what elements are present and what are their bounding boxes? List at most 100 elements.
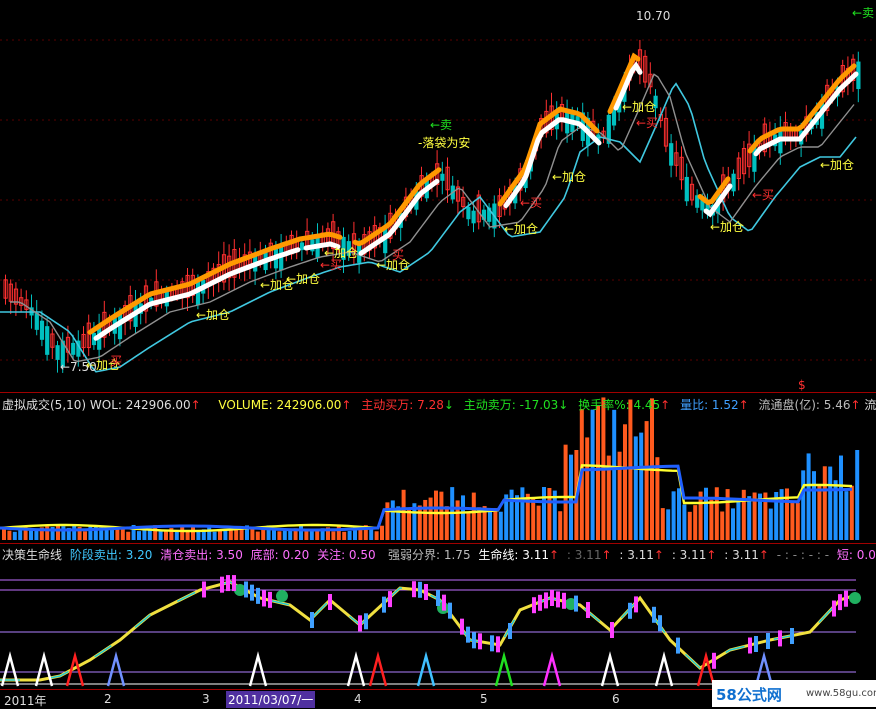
volume-bar <box>180 526 185 540</box>
volume-bar <box>552 490 557 540</box>
add-position-1: ←加仓 <box>86 358 121 372</box>
candle-body <box>13 288 19 305</box>
volume-bar <box>693 505 698 540</box>
volume-bar <box>34 530 39 540</box>
volume-bar <box>282 530 287 540</box>
indicator-bar <box>550 590 554 606</box>
volume-bar <box>828 466 833 540</box>
volume-bar <box>299 525 303 540</box>
volume-bar <box>666 509 671 540</box>
indicator-bar <box>460 618 464 635</box>
indicator-bar <box>496 636 500 653</box>
check-marker <box>234 584 246 596</box>
indicator-bar <box>418 581 422 598</box>
volume-bar <box>336 526 341 540</box>
volume-bar <box>471 492 476 540</box>
candle-body <box>679 156 684 181</box>
volume-bar <box>849 485 854 540</box>
volume-bar <box>731 508 735 540</box>
volume-bar <box>309 530 314 540</box>
volume-bar <box>131 524 136 540</box>
indicator-bar <box>490 635 494 652</box>
volume-bar <box>104 528 109 540</box>
volume-bar <box>99 527 104 540</box>
candle-body <box>663 117 669 147</box>
candlesticks <box>3 39 861 373</box>
white-trend-segment <box>243 247 301 271</box>
volume-ma-line <box>0 464 853 533</box>
volume-bar <box>277 531 282 540</box>
volume-bar <box>493 508 498 540</box>
buy-small-1: 买 <box>110 354 123 368</box>
white-trend-segment <box>703 183 733 218</box>
volume-bar <box>39 527 44 540</box>
volume-bar <box>709 499 714 540</box>
volume-bar <box>822 466 827 540</box>
volume-bar <box>725 489 730 540</box>
volume-bar <box>515 495 519 540</box>
add-position-5: ←加仓 <box>324 246 359 260</box>
clear-sell: 清仓卖出: 3.50 <box>160 548 243 562</box>
volume-bar <box>353 527 357 540</box>
candle-body <box>34 313 39 330</box>
volume-bar <box>779 489 784 540</box>
candle-body <box>606 114 611 144</box>
volume-bar <box>806 453 811 540</box>
volume-bar <box>320 528 325 540</box>
volume-bar <box>747 496 752 540</box>
indicator-bar <box>508 623 512 639</box>
watermark: 58公式网 www.58gu.com <box>712 680 876 707</box>
volume-bar <box>606 455 611 540</box>
add-position-11: ←加仓 <box>820 158 855 172</box>
volume-bar <box>315 528 320 540</box>
volume-bar <box>704 487 708 540</box>
white-trend-segment <box>548 117 602 146</box>
volume-bar <box>374 531 379 540</box>
volume-title: 虚拟成交(5,10) <box>2 398 87 412</box>
candle-body <box>50 333 55 348</box>
volume-bar <box>482 506 487 540</box>
axis-may: 5 <box>480 692 488 706</box>
volume-bar <box>147 528 152 540</box>
indicator-bar <box>382 596 386 613</box>
add-position-6: ←加仓 <box>376 258 411 272</box>
volume-bar <box>585 437 590 540</box>
volume-bar <box>455 500 460 540</box>
watermark-title: 58公式网 <box>716 686 782 704</box>
signal-spike <box>0 651 20 687</box>
buy-signal-2: 买 <box>392 248 405 262</box>
volume-bar <box>698 491 703 540</box>
volume-bar <box>687 511 692 540</box>
sell-signal-top: ←卖 <box>852 6 875 20</box>
volume-bar <box>396 506 401 540</box>
white-trend-segment <box>398 178 440 222</box>
low-price-label: ←7.50 <box>60 360 97 374</box>
time-axis[interactable]: 2011年 2 3 2011/03/07/一 4 5 6 <box>0 689 876 708</box>
volume-bar <box>120 526 125 540</box>
safe-label: -落袋为安 <box>418 136 471 150</box>
volume-bar <box>795 502 800 540</box>
orange-trend-segment <box>542 106 600 134</box>
signal-spike <box>600 651 620 687</box>
indicator-bar <box>676 637 680 654</box>
volume-bar <box>660 508 665 540</box>
orange-trend-segment <box>607 52 641 114</box>
volume-bar <box>191 527 195 540</box>
volume-bar <box>439 491 444 540</box>
add-position-10: ←加仓 <box>710 220 745 234</box>
indicator-bar <box>652 606 656 623</box>
indicator-bar <box>220 576 224 593</box>
vol-value: WOL: 242906.00 <box>89 398 191 412</box>
candle-body <box>741 147 747 175</box>
volume-bar <box>77 526 82 540</box>
volume-bar <box>50 527 55 540</box>
indicator-bar <box>250 584 254 601</box>
signal-spike <box>542 651 562 687</box>
indicator-bar <box>244 581 248 598</box>
volume-bar <box>363 525 368 540</box>
indicator-bar <box>658 615 662 632</box>
axis-year: 2011年 <box>4 694 47 708</box>
indicator-bar <box>544 592 548 609</box>
add-position-4: ←加仓 <box>286 272 321 286</box>
